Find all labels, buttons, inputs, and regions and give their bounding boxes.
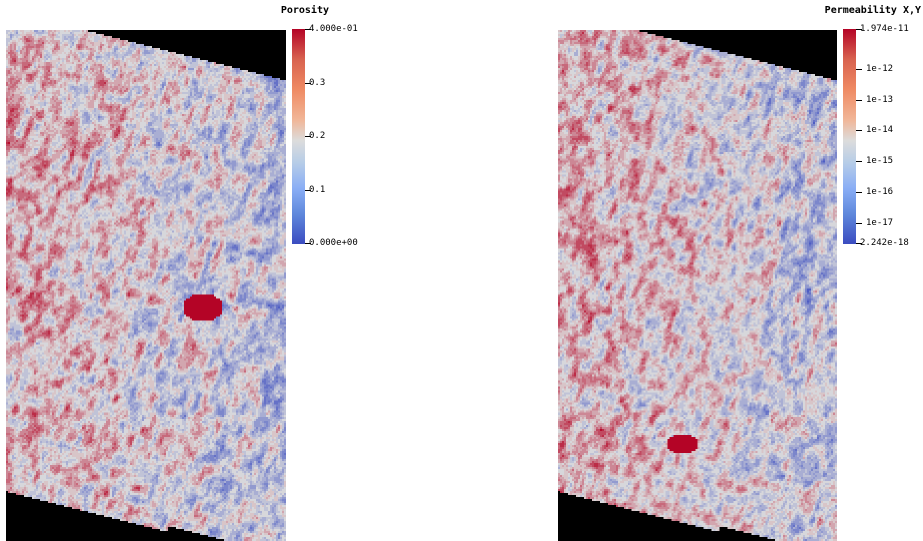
permeability-tick-mark [856,243,862,244]
permeability-tick-label: 1.974e-11 [860,24,909,34]
permeability-tick-label: 1e-17 [866,218,894,228]
porosity-tick-label: 0.000e+00 [309,238,358,248]
porosity-tick-mark [305,243,311,244]
permeability-tick-mark [856,161,862,162]
permeability-tick-label: 1e-15 [866,156,894,166]
permeability-tick-mark [856,29,862,30]
permeability-tick-mark [856,192,862,193]
permeability-tick-label: 1e-14 [866,125,894,135]
permeability-tick-label: 1e-13 [866,95,894,105]
permeability-tick-mark [856,69,862,70]
porosity-tick-mark [305,136,311,137]
permeability-field-map[interactable] [558,30,837,541]
porosity-tick-mark [305,83,311,84]
porosity-tick-mark [305,190,311,191]
permeability-colorbar [843,29,856,244]
permeability-title: Permeability X,Y [824,5,921,16]
porosity-title: Porosity [280,5,329,16]
porosity-colorbar [292,29,305,244]
porosity-tick-label: 4.000e-01 [309,24,358,34]
porosity-tick-label: 0.3 [309,78,326,88]
permeability-tick-label: 1e-16 [866,187,894,197]
permeability-tick-mark [856,130,862,131]
porosity-tick-mark [305,29,311,30]
porosity-tick-label: 0.2 [309,131,326,141]
permeability-tick-label: 1e-12 [866,64,894,74]
permeability-tick-label: 2.242e-18 [860,238,909,248]
porosity-tick-label: 0.1 [309,185,326,195]
permeability-tick-mark [856,223,862,224]
porosity-field-map[interactable] [6,30,286,541]
permeability-tick-mark [856,100,862,101]
